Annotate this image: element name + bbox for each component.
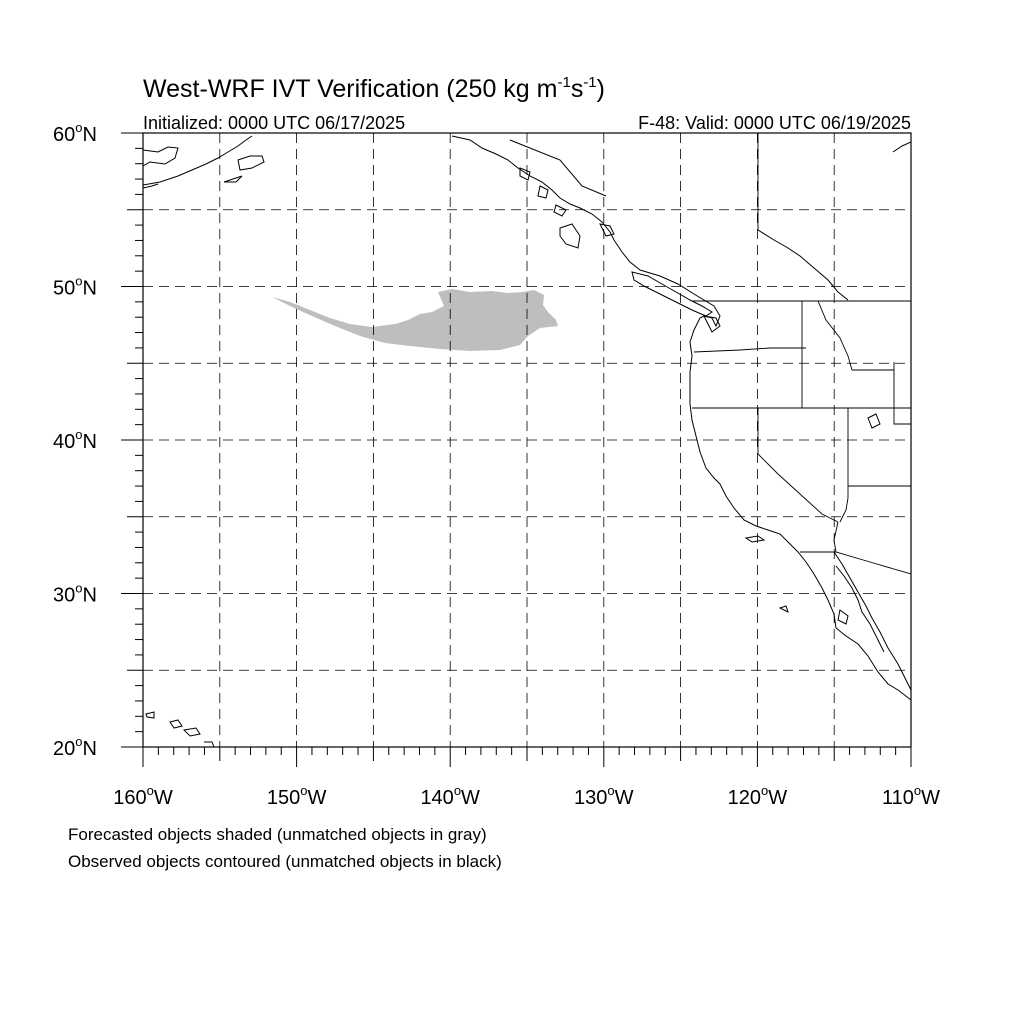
- coastlines: [143, 135, 911, 747]
- forecast-ivt-lobe: [405, 318, 455, 330]
- map-title: West-WRF IVT Verification (250 kg m-1s-1…: [143, 74, 605, 103]
- longitude-labels: 160oW 150oW 140oW 130oW 120oW 110oW: [113, 783, 940, 809]
- map-frame: [142, 132, 912, 748]
- lat-tick-label: 50oN: [53, 274, 97, 300]
- lat-tick-label: 60oN: [53, 120, 97, 146]
- lat-tick-label: 20oN: [53, 734, 97, 760]
- political-boundaries: [692, 133, 911, 575]
- latitude-labels: 60oN 50oN 40oN 30oN 20oN: [53, 120, 97, 760]
- axis-ticks: [121, 132, 912, 767]
- init-time-label: Initialized: 0000 UTC 06/17/2025: [143, 113, 405, 133]
- lat-tick-label: 30oN: [53, 581, 97, 607]
- lon-tick-label: 160oW: [113, 783, 173, 809]
- lon-tick-label: 140oW: [420, 783, 480, 809]
- lon-tick-label: 150oW: [267, 783, 327, 809]
- lon-tick-label: 110oW: [882, 783, 940, 809]
- lat-tick-label: 40oN: [53, 427, 97, 453]
- lon-tick-label: 130oW: [574, 783, 634, 809]
- lon-tick-label: 120oW: [728, 783, 788, 809]
- valid-time-label: F-48: Valid: 0000 UTC 06/19/2025: [638, 113, 911, 133]
- legend-note-forecast: Forecasted objects shaded (unmatched obj…: [68, 825, 487, 844]
- gridlines: [143, 133, 911, 747]
- legend-note-observed: Observed objects contoured (unmatched ob…: [68, 852, 502, 871]
